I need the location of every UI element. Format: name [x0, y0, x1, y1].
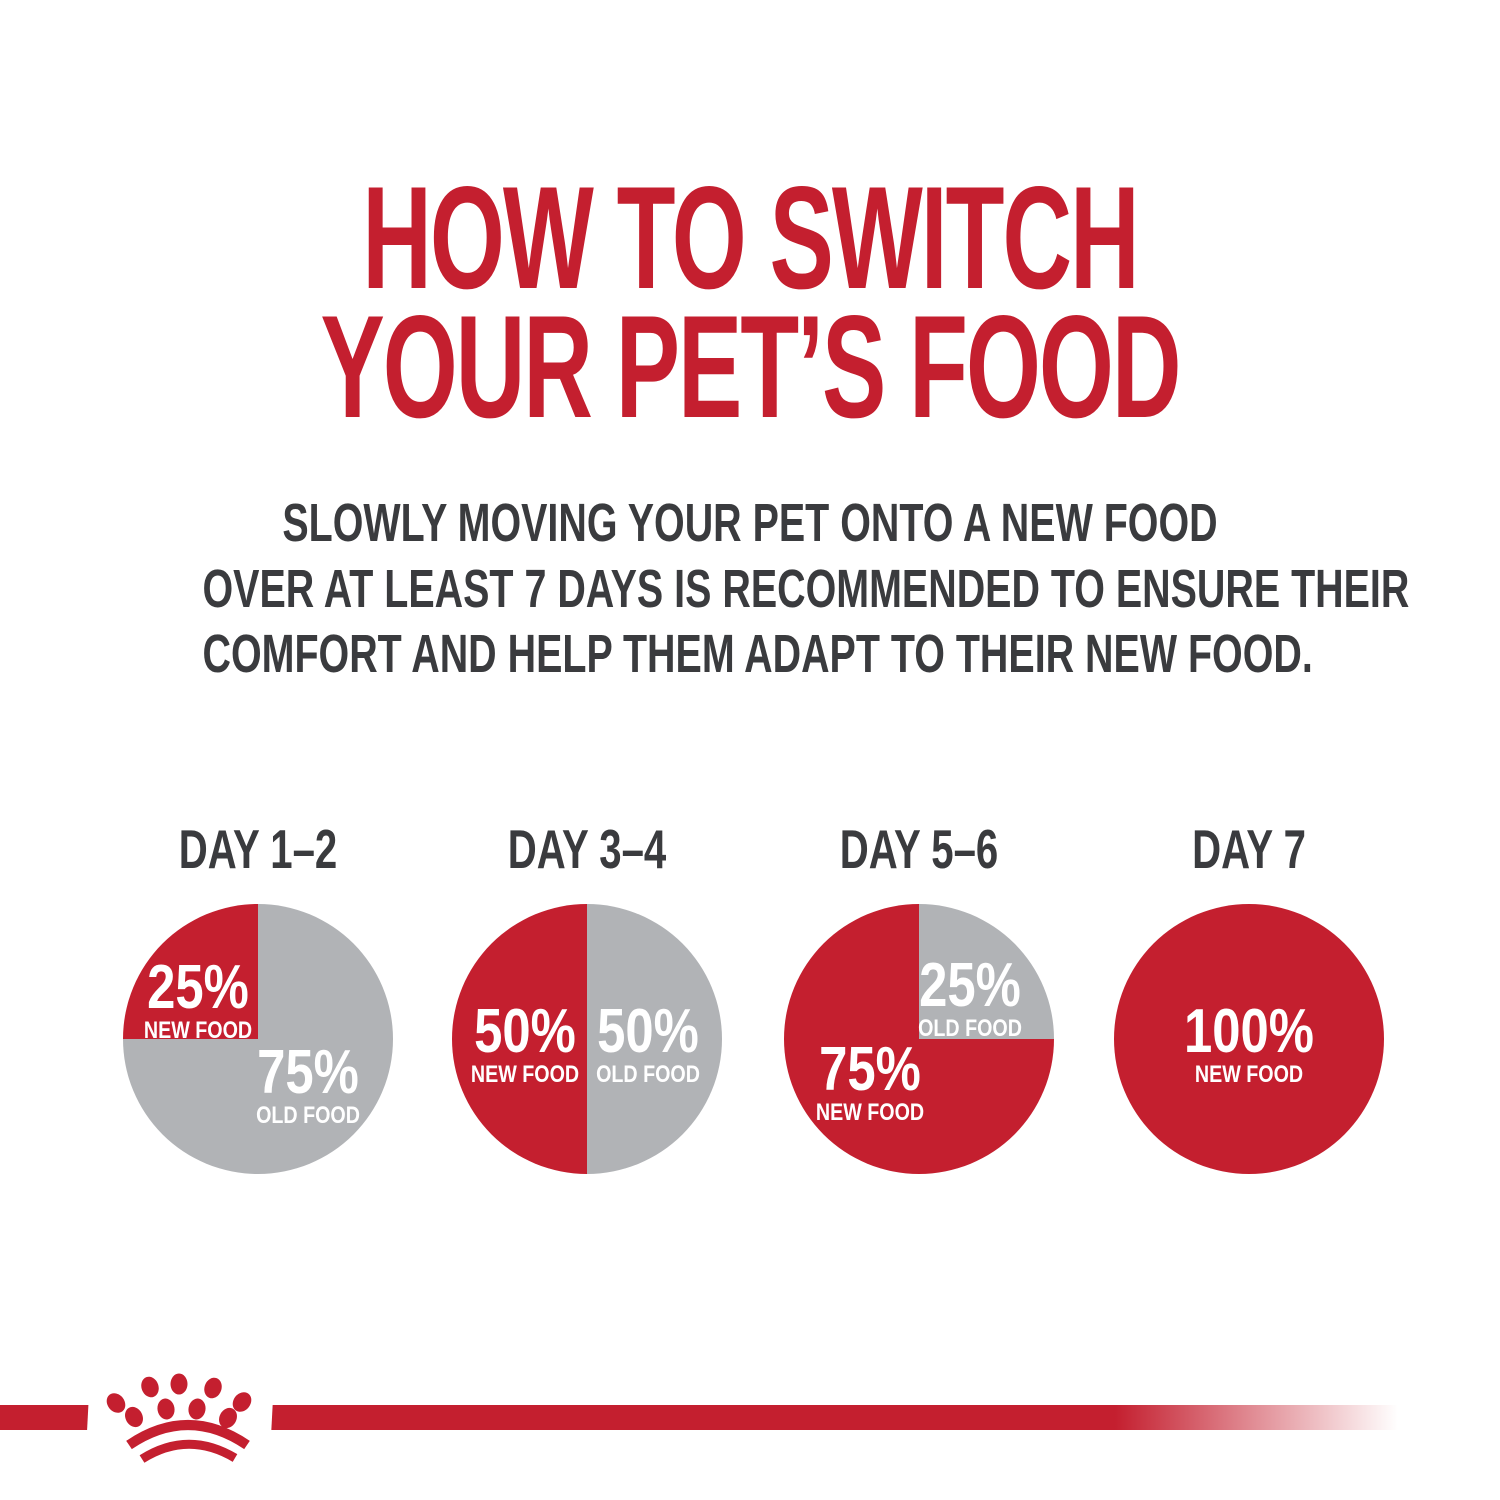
- new-food-name: NEW FOOD: [470, 1061, 580, 1088]
- pie-chart-day-7: 100% NEW FOOD: [1114, 904, 1384, 1174]
- old-food-slice-label: 50% OLD FOOD: [596, 997, 700, 1089]
- new-food-name: NEW FOOD: [1194, 1061, 1304, 1088]
- old-food-name: OLD FOOD: [918, 1015, 1022, 1042]
- old-food-slice-label: 25% OLD FOOD: [918, 951, 1022, 1043]
- pie-chart-day-5-6: 25% OLD FOOD 75% NEW FOOD: [784, 904, 1054, 1174]
- new-food-percent: 75%: [819, 1035, 921, 1104]
- page-title-line-2: YOUR PET’S FOOD: [320, 285, 1181, 448]
- pie-chart-day-1-2: 25% NEW FOOD 75% OLD FOOD: [123, 904, 393, 1174]
- day-7-heading: DAY 7: [1192, 818, 1306, 880]
- new-food-name: NEW FOOD: [815, 1099, 925, 1126]
- day-1-2-heading: DAY 1–2: [178, 818, 338, 880]
- pie-chart-day-3-4: 50% NEW FOOD 50% OLD FOOD: [452, 904, 722, 1174]
- old-food-percent: 25%: [919, 951, 1021, 1020]
- page-subtitle-line-2: OVER AT LEAST 7 DAYS IS RECOMMENDED TO E…: [202, 558, 1410, 619]
- page-title-line-1: HOW TO SWITCH: [362, 156, 1139, 319]
- new-food-slice-label: 75% NEW FOOD: [815, 1035, 925, 1127]
- old-food-name: OLD FOOD: [596, 1061, 700, 1088]
- page-title: HOW TO SWITCH YOUR PET’S FOOD: [255, 156, 1245, 448]
- royal-canin-crown-icon: [106, 1373, 252, 1463]
- old-food-slice-label: 75% OLD FOOD: [256, 1038, 360, 1130]
- page-subtitle: SLOWLY MOVING YOUR PET ONTO A NEW FOOD O…: [202, 491, 1410, 688]
- old-food-percent: 75%: [257, 1038, 359, 1107]
- old-food-name: OLD FOOD: [256, 1102, 360, 1129]
- new-food-slice-label: 25% NEW FOOD: [143, 953, 253, 1045]
- page-subtitle-line-3: COMFORT AND HELP THEM ADAPT TO THEIR NEW…: [202, 624, 1313, 684]
- page-subtitle-line-1: SLOWLY MOVING YOUR PET ONTO A NEW FOOD: [282, 493, 1218, 553]
- new-food-slice-label: 100% NEW FOOD: [1183, 997, 1315, 1089]
- new-food-slice-label: 50% NEW FOOD: [470, 997, 580, 1089]
- new-food-percent: 50%: [474, 997, 576, 1066]
- day-3-4-heading: DAY 3–4: [507, 818, 667, 880]
- day-5-6-heading: DAY 5–6: [839, 818, 999, 880]
- new-food-name: NEW FOOD: [143, 1017, 253, 1044]
- new-food-percent: 100%: [1183, 997, 1315, 1066]
- new-food-percent: 25%: [147, 953, 249, 1022]
- old-food-percent: 50%: [597, 997, 699, 1066]
